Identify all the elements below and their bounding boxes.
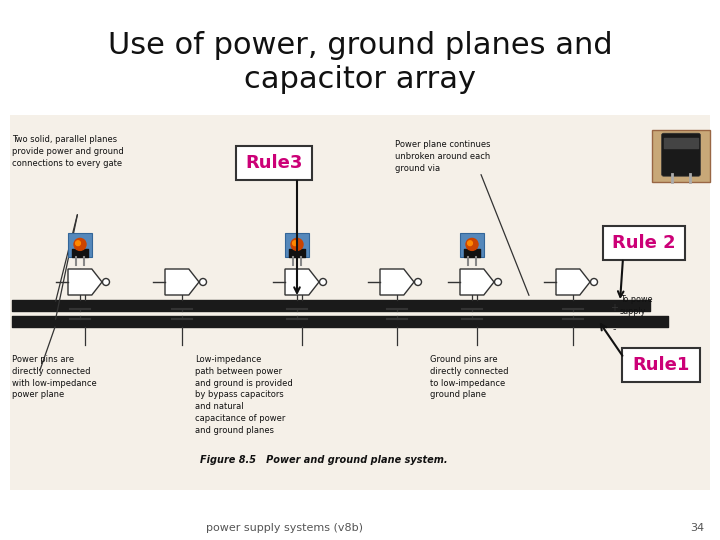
Text: Power pins are
directly connected
with low-impedance
power plane: Power pins are directly connected with l… [12,355,96,400]
Text: Use of power, ground planes and: Use of power, ground planes and [108,30,612,59]
Circle shape [292,241,297,246]
FancyBboxPatch shape [622,348,700,382]
Polygon shape [68,269,102,295]
FancyBboxPatch shape [236,146,312,180]
Text: Low-impedance
path between power
and ground is provided
by bypass capacitors
and: Low-impedance path between power and gro… [195,355,293,435]
Circle shape [466,238,478,251]
Polygon shape [556,269,590,295]
Text: Figure 8.5   Power and ground plane system.: Figure 8.5 Power and ground plane system… [200,455,448,465]
Circle shape [74,238,86,251]
Text: Rule 2: Rule 2 [612,234,676,252]
FancyBboxPatch shape [603,226,685,260]
Polygon shape [380,269,414,295]
Text: -: - [612,324,616,334]
FancyBboxPatch shape [68,233,92,257]
Circle shape [590,279,598,286]
FancyBboxPatch shape [460,233,484,257]
Text: +: + [610,303,618,313]
Text: To powe
supply: To powe supply [620,295,652,316]
Polygon shape [165,269,199,295]
Text: power supply systems (v8b): power supply systems (v8b) [207,523,364,533]
Polygon shape [285,269,319,295]
FancyBboxPatch shape [285,233,309,257]
FancyBboxPatch shape [662,133,701,176]
FancyBboxPatch shape [652,130,710,182]
Text: Rule1: Rule1 [632,356,690,374]
Circle shape [495,279,502,286]
FancyBboxPatch shape [10,115,710,490]
Text: 34: 34 [690,523,704,533]
Polygon shape [460,269,494,295]
Circle shape [415,279,421,286]
Text: Two solid, parallel planes
provide power and ground
connections to every gate: Two solid, parallel planes provide power… [12,135,124,167]
Circle shape [467,241,472,246]
Circle shape [102,279,109,286]
Text: Power plane continues
unbroken around each
ground via: Power plane continues unbroken around ea… [395,140,490,173]
Text: Ground pins are
directly connected
to low-impedance
ground plane: Ground pins are directly connected to lo… [430,355,508,400]
Circle shape [199,279,207,286]
Text: capacitor array: capacitor array [244,65,476,94]
Circle shape [291,238,303,251]
Circle shape [320,279,326,286]
Circle shape [76,241,81,246]
Text: Rule3: Rule3 [246,154,302,172]
